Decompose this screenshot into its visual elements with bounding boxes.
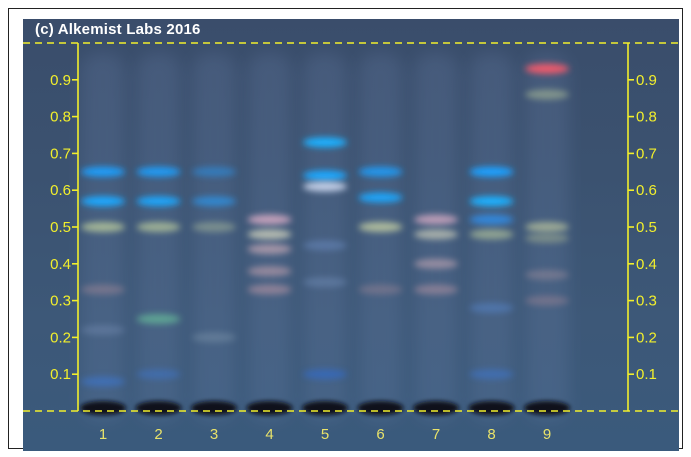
band [247,244,292,255]
band [525,63,569,74]
band [303,277,347,288]
band [81,376,125,387]
lane-bands [81,63,569,387]
origin-spot [302,401,348,415]
band [81,196,125,207]
band [414,214,458,225]
band [303,369,347,380]
band [525,295,569,306]
origin-spot [357,401,404,415]
band [469,214,514,225]
origin-spot [468,401,515,415]
rf-tick-label-left: 0.1 [50,366,71,383]
rf-tick-label-left: 0.7 [50,145,71,162]
rf-tick-label-left: 0.3 [50,293,71,310]
lane-label: 8 [487,426,495,443]
band [358,284,403,295]
lane-label: 1 [99,426,107,443]
rf-tick-label-right: 0.2 [636,329,657,346]
lane-streak [81,53,125,421]
band [358,222,403,232]
band [247,266,292,277]
band [136,196,181,207]
band [247,229,292,240]
lane-streak [192,53,236,421]
lane-labels: 1 2 3 4 5 6 7 8 9 [99,426,551,443]
rf-tick-label-right: 0.7 [636,145,657,162]
lane-label: 7 [432,426,440,443]
band [525,269,569,280]
band [414,258,458,269]
lane-label: 5 [321,426,329,443]
band [358,192,403,203]
lane-label: 9 [543,426,551,443]
band [136,222,181,232]
band [192,166,236,177]
lane-label: 2 [154,426,162,443]
band [81,166,125,177]
tlc-plate: 0.1 0.2 0.3 0.4 0.5 0.6 0.7 0.8 0.9 0.1 0.2 0.3 0.4… [23,19,679,451]
band [303,240,347,251]
band [192,196,236,207]
band [469,369,514,380]
watermark-text: (c) Alkemist Labs 2016 [35,21,201,38]
rf-tick-label-left: 0.6 [50,182,71,199]
lane-streaks [81,53,569,421]
band [469,302,514,313]
lane-streak [358,53,403,421]
rf-tick-label-left: 0.9 [50,72,71,89]
rf-tick-label-right: 0.8 [636,109,657,126]
band [136,166,181,177]
band [303,137,347,148]
band [469,166,514,177]
band [81,222,125,232]
rf-scale-left: 0.1 0.2 0.3 0.4 0.5 0.6 0.7 0.8 0.9 [50,72,78,383]
band [414,284,458,295]
lane-label: 4 [265,426,273,443]
rf-tick-label-left: 0.4 [50,256,71,273]
lane-streak [136,53,181,421]
band [136,314,181,324]
band [469,196,514,207]
band [525,233,569,244]
band [358,166,403,177]
band [303,170,347,181]
origin-spot [80,401,126,415]
band [81,284,125,295]
rf-tick-label-right: 0.4 [636,256,657,273]
origin-spot [135,401,182,415]
rf-tick-label-right: 0.6 [636,182,657,199]
rf-tick-label-left: 0.8 [50,109,71,126]
rf-tick-label-right: 0.9 [636,72,657,89]
rf-tick-label-right: 0.3 [636,293,657,310]
band [247,284,292,295]
origin-spot [246,401,293,415]
origin-spot [413,401,459,415]
lane-label: 3 [210,426,218,443]
band [192,332,236,343]
band [81,325,125,336]
band [525,89,569,100]
band [469,229,514,240]
band [192,222,236,232]
band [303,181,347,192]
lane-streak [303,53,347,421]
lane-label: 6 [376,426,384,443]
rf-tick-label-right: 0.5 [636,219,657,236]
rf-tick-label-right: 0.1 [636,366,657,383]
tlc-plate-graphic: 0.1 0.2 0.3 0.4 0.5 0.6 0.7 0.8 0.9 0.1 0.2 0.3 0.4… [23,42,679,443]
rf-scale-right: 0.1 0.2 0.3 0.4 0.5 0.6 0.7 0.8 0.9 [628,72,657,383]
origin-spot [191,401,237,415]
band [414,229,458,240]
rf-tick-label-left: 0.2 [50,329,71,346]
rf-tick-label-left: 0.5 [50,219,71,236]
origin-spot [524,401,570,415]
band [247,214,292,225]
band [136,369,181,380]
band [525,222,569,232]
application-spots [80,401,570,415]
